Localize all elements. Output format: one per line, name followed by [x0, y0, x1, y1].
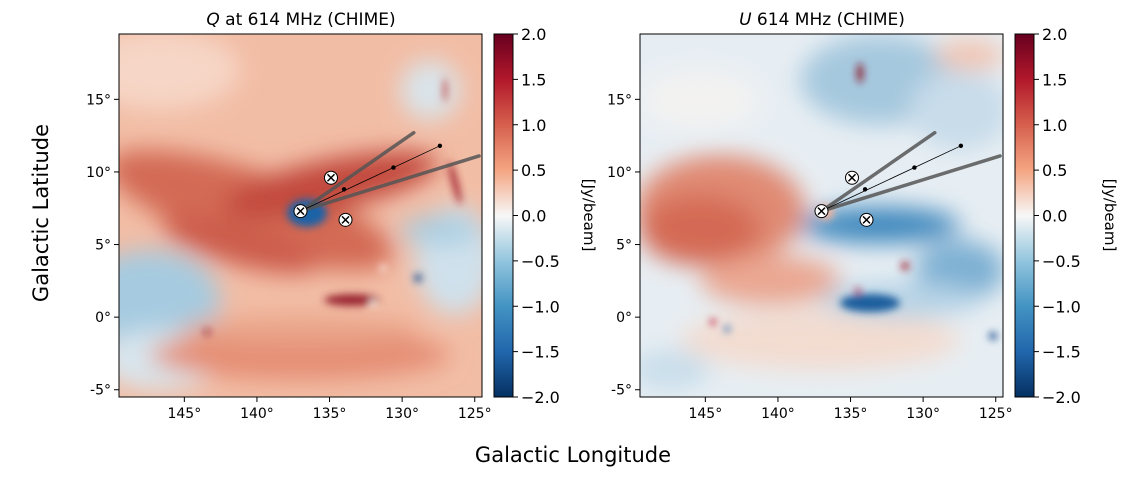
- x-tick-label: 125°: [979, 406, 1013, 422]
- panel-q-colorbar-ticks: 2.0 1.5 1.0 0.5 0.0 −0.5 −1.0 −1.5 −2.0: [513, 25, 560, 407]
- panel-q-title: Q at 614 MHz (CHIME): [206, 10, 395, 30]
- x-marker: [859, 212, 874, 227]
- colorbar-tick-label: 0.5: [1042, 161, 1067, 180]
- trajectory-dot: [391, 165, 396, 170]
- trajectory-dot: [862, 187, 868, 192]
- panel-u-title: U 614 MHz (CHIME): [739, 10, 905, 30]
- x-tick-label: 130°: [906, 406, 940, 422]
- colorbar-tick-label: −0.5: [521, 252, 560, 271]
- y-tick-label: 10°: [86, 165, 111, 181]
- cone-line: [819, 154, 1002, 213]
- colorbar-tick-label: 2.0: [521, 25, 546, 44]
- x-marker: [293, 204, 308, 219]
- x-axis-label: Galactic Longitude: [475, 443, 671, 467]
- y-axis-label: Galactic Latitude: [29, 124, 53, 302]
- y-tick-label: 0°: [95, 310, 111, 326]
- x-tick-label: 145°: [167, 406, 201, 422]
- trajectory-line: [821, 145, 962, 212]
- colorbar-tick-label: −0.5: [1042, 252, 1081, 271]
- colorbar-tick-label: −2.0: [1042, 388, 1081, 407]
- colorbar-tick-label: 0.0: [1042, 207, 1067, 226]
- x-tick-label: 140°: [761, 406, 795, 422]
- y-tick-label: 0°: [616, 310, 632, 326]
- panel-u-colorbar-ticks: 2.0 1.5 1.0 0.5 0.0 −0.5 −1.0 −1.5 −2.0: [1034, 25, 1081, 407]
- panel-u-y-axis: -5° 0° 5° 10° 15°: [607, 92, 640, 399]
- y-tick-label: -5°: [90, 383, 111, 399]
- panel-q-colorbar-label: [Jy/beam]: [580, 179, 598, 252]
- colorbar-tick-label: −1.5: [1042, 343, 1081, 362]
- panel-q-colorbar: [493, 33, 514, 398]
- colorbar-tick-label: −1.0: [521, 297, 560, 316]
- panel-q-heatmap: [119, 34, 482, 397]
- trajectory-dot: [437, 143, 443, 149]
- y-tick-label: 5°: [95, 238, 111, 254]
- colorbar-tick-label: 0.0: [521, 207, 546, 226]
- y-tick-label: -5°: [611, 383, 632, 399]
- x-marker: [844, 170, 859, 185]
- panel-q-y-axis: -5° 0° 5° 10° 15°: [86, 92, 119, 399]
- panel-u: U 614 MHz (CHIME): [607, 10, 1119, 422]
- x-tick-label: 145°: [688, 406, 722, 422]
- colorbar-tick-label: 1.5: [1042, 70, 1067, 89]
- cone-line: [298, 154, 481, 213]
- y-tick-label: 15°: [607, 92, 632, 108]
- colorbar-tick-label: −1.0: [1042, 297, 1081, 316]
- panel-q-frame: [118, 33, 483, 398]
- panel-u-x-axis: 145° 140° 135° 130° 125°: [688, 397, 1013, 422]
- panel-u-colorbar: [1014, 33, 1035, 398]
- panel-u-colorbar-label: [Jy/beam]: [1101, 179, 1119, 252]
- cone-line: [819, 130, 937, 213]
- x-marker: [338, 212, 353, 227]
- y-tick-label: 10°: [607, 165, 632, 181]
- y-tick-label: 5°: [616, 238, 632, 254]
- colorbar-tick-label: 2.0: [1042, 25, 1067, 44]
- x-tick-label: 125°: [458, 406, 492, 422]
- panel-u-frame: [639, 33, 1004, 398]
- x-tick-label: 140°: [240, 406, 274, 422]
- trajectory-dot: [958, 143, 964, 149]
- trajectory-dot: [912, 165, 917, 170]
- panel-u-heatmap: [640, 34, 1003, 397]
- colorbar-tick-label: 0.5: [521, 161, 546, 180]
- colorbar-tick-label: −2.0: [521, 388, 560, 407]
- cone-line: [298, 130, 416, 213]
- panel-q: Q at 614 MHz (CHIME): [86, 10, 598, 422]
- trajectory-line: [300, 145, 441, 212]
- y-tick-label: 15°: [86, 92, 111, 108]
- colorbar-tick-label: 1.0: [521, 116, 546, 135]
- x-marker: [814, 204, 829, 219]
- colorbar-tick-label: 1.0: [1042, 116, 1067, 135]
- x-marker: [323, 170, 338, 185]
- x-tick-label: 135°: [313, 406, 347, 422]
- panel-u-overlay: [814, 130, 1002, 227]
- x-tick-label: 130°: [385, 406, 419, 422]
- x-tick-label: 135°: [834, 406, 868, 422]
- trajectory-dot: [341, 187, 347, 192]
- colorbar-tick-label: −1.5: [521, 343, 560, 362]
- colorbar-tick-label: 1.5: [521, 70, 546, 89]
- panel-q-overlay: [293, 130, 481, 227]
- panel-q-x-axis: 145° 140° 135° 130° 125°: [167, 397, 492, 422]
